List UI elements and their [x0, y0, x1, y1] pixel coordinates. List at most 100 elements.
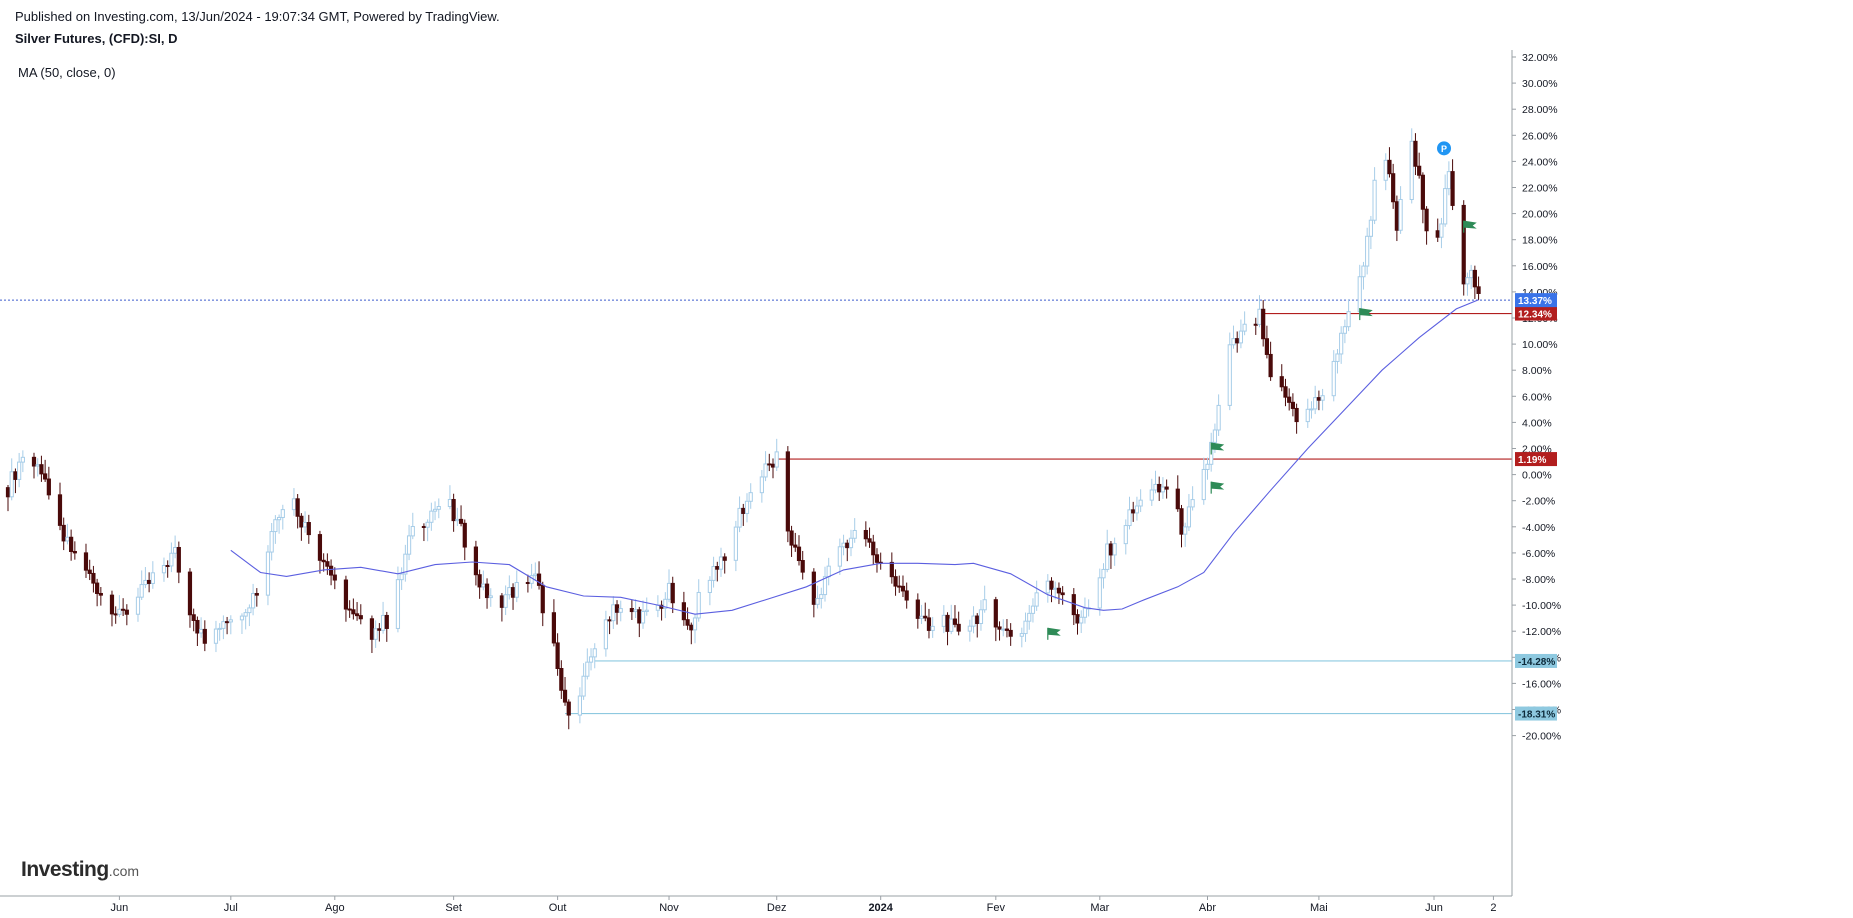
candle-body [46, 478, 51, 496]
candle-body [744, 500, 750, 514]
candle-body [1394, 201, 1399, 231]
candle-body [1149, 489, 1154, 501]
candle-body [1320, 395, 1325, 401]
investing-logo: Investing.com [21, 858, 140, 881]
candle-body [815, 597, 820, 605]
flags: P [1047, 141, 1477, 640]
candle-body [1261, 308, 1266, 340]
candle-body [1257, 308, 1262, 325]
candle-body [588, 656, 594, 663]
candle-body [774, 451, 779, 468]
candle-body [893, 576, 898, 587]
candle-body [1186, 506, 1192, 528]
y-tick-label: -2.00% [1522, 496, 1555, 508]
candle-body [269, 531, 274, 553]
price-label: -18.31% [1518, 710, 1555, 721]
indicator-label: MA (50, close, 0) [18, 65, 116, 80]
candle-body [1127, 509, 1132, 527]
price-label-box [1515, 306, 1557, 321]
candle-body [1045, 580, 1050, 594]
candle-body [121, 608, 126, 611]
y-tick-label: 28.00% [1522, 104, 1558, 116]
candle-body [1060, 592, 1065, 596]
candle-body [741, 507, 746, 514]
candle-body [499, 595, 505, 608]
candle-body [462, 522, 467, 548]
candle-body [655, 604, 660, 611]
candle-body [1420, 174, 1425, 210]
candle-body [503, 594, 508, 608]
candle-body [848, 537, 854, 549]
candle-body [1368, 219, 1373, 237]
flag-icon [1211, 442, 1225, 451]
candles [5, 128, 1481, 730]
x-tick-label: Set [445, 902, 462, 914]
candle-body [748, 492, 753, 502]
candle-body [302, 522, 308, 528]
candle-body [199, 628, 204, 634]
candle-body [150, 572, 155, 584]
y-tick-label: 10.00% [1522, 339, 1558, 351]
candle-body [98, 592, 103, 596]
candle-body [956, 623, 961, 632]
candle-body [91, 572, 96, 584]
candle-body [109, 594, 115, 615]
x-tick-label: 2024 [868, 902, 893, 914]
candle-body [1082, 607, 1088, 618]
y-tick-label: 22.00% [1522, 183, 1558, 195]
candle-body [952, 618, 958, 625]
candle-body [65, 536, 70, 542]
candle-body [904, 590, 909, 601]
candle-body [889, 561, 894, 578]
candle-body [406, 535, 412, 555]
candle-body [228, 619, 233, 623]
candle-body [692, 617, 698, 631]
candle-body [95, 582, 100, 594]
candle-body [1450, 171, 1455, 206]
candle-body [451, 498, 456, 522]
candle-body [1290, 401, 1295, 409]
candle-body [1231, 338, 1236, 346]
candle-body [176, 546, 181, 573]
candle-body [696, 591, 701, 619]
y-tick-label: -16.00% [1522, 678, 1561, 690]
y-tick-label: -10.00% [1522, 600, 1561, 612]
candle-body [13, 471, 18, 480]
candle-body [822, 576, 828, 596]
candle-body [1153, 483, 1158, 491]
candle-body [971, 615, 976, 627]
candle-body [1235, 338, 1240, 344]
candle-body [173, 546, 178, 554]
candle-body [1313, 397, 1318, 410]
flag-icon [1047, 627, 1061, 636]
candle-body [1179, 508, 1184, 535]
candle-body [1216, 404, 1221, 431]
candle-body [1361, 265, 1366, 278]
candle-body [793, 544, 798, 548]
candle-body [718, 556, 724, 570]
candle-body [57, 494, 63, 526]
y-tick-label: 16.00% [1522, 261, 1558, 273]
candle-body [351, 609, 356, 615]
candle-body [1004, 628, 1010, 631]
marker-label: P [1441, 144, 1447, 154]
candle-body [147, 579, 152, 584]
candle-body [510, 587, 516, 598]
candle-body [280, 509, 285, 518]
published-note: Published on Investing.com, 13/Jun/2024 … [15, 9, 500, 24]
candle-body [1075, 614, 1080, 624]
candle-body [254, 593, 259, 596]
marker-icon [1437, 141, 1452, 156]
candle-body [299, 515, 304, 528]
candle-body [1212, 429, 1218, 443]
candle-body [536, 573, 542, 586]
candle-body [1164, 486, 1169, 490]
candle-body [614, 604, 620, 613]
candle-body [425, 521, 430, 528]
x-tick-label: Dez [767, 902, 787, 914]
candle-body [217, 627, 222, 630]
candle-body [1391, 173, 1396, 203]
candle-body [941, 614, 946, 627]
candle-body [871, 541, 876, 556]
